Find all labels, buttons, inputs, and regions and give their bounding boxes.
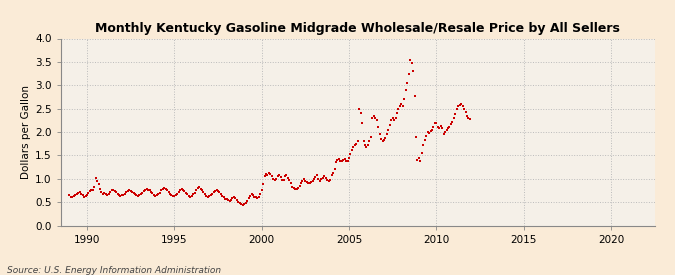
Title: Monthly Kentucky Gasoline Midgrade Wholesale/Resale Price by All Sellers: Monthly Kentucky Gasoline Midgrade Whole… [95, 21, 620, 35]
Text: Source: U.S. Energy Information Administration: Source: U.S. Energy Information Administ… [7, 266, 221, 275]
Y-axis label: Dollars per Gallon: Dollars per Gallon [21, 85, 31, 179]
